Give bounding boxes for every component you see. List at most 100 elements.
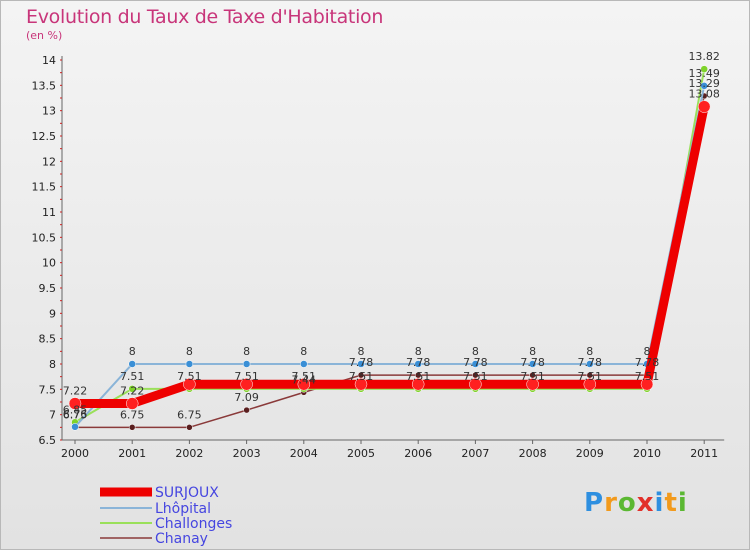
x-tick-label: 2006 xyxy=(404,447,432,460)
y-tick-label: 11 xyxy=(42,206,56,219)
data-point xyxy=(68,397,82,410)
data-point xyxy=(183,378,196,391)
data-point xyxy=(125,397,139,410)
data-label: 8 xyxy=(186,345,193,358)
y-tick-label: 14 xyxy=(42,54,56,67)
y-tick-label: 6.5 xyxy=(39,434,57,447)
data-label: 7.51 xyxy=(520,370,545,383)
x-tick-label: 2011 xyxy=(690,447,718,460)
data-label: 13.82 xyxy=(688,50,720,63)
y-tick-label: 12.5 xyxy=(32,130,57,143)
data-label: 7.09 xyxy=(234,391,259,404)
data-label: 8 xyxy=(243,345,250,358)
data-label: 8 xyxy=(529,345,536,358)
x-tick-label: 2008 xyxy=(519,447,547,460)
data-label: 8 xyxy=(644,345,651,358)
y-tick-label: 12 xyxy=(42,155,56,168)
axes: 6.5 7 7.5 8 8.5 9 9.5 10 10.5 11 11.5 12 12.5 13 13.5 1… xyxy=(32,54,725,460)
data-point xyxy=(583,378,597,391)
logo-letter: o xyxy=(617,488,637,518)
data-label: 7.51 xyxy=(177,370,202,383)
series-line-lhôpital xyxy=(74,85,706,428)
data-point xyxy=(414,360,422,368)
data-point xyxy=(411,378,425,391)
data-point xyxy=(243,406,250,414)
data-label: 7.51 xyxy=(349,370,374,383)
data-label: 6.85 xyxy=(63,403,88,416)
data-label: 7.51 xyxy=(406,370,431,383)
y-tick-label: 10 xyxy=(42,257,56,270)
y-tick-label: 11.5 xyxy=(32,181,57,194)
data-label: 7.78 xyxy=(635,356,660,369)
data-labels: 7.22 7.22 13.08 6.76 8 8 8 8 8 8 8 8 8 8 13.49 6.85 7.51… xyxy=(63,50,720,421)
proxiti-logo: Proxiti xyxy=(584,488,688,518)
data-point xyxy=(526,378,539,391)
y-tick-label: 8 xyxy=(49,358,56,371)
data-point xyxy=(471,360,480,368)
data-point xyxy=(357,360,365,368)
series-lines xyxy=(68,65,711,431)
data-label: 7.51 xyxy=(120,370,145,383)
x-tick-label: 2009 xyxy=(576,447,604,460)
data-label: 7.78 xyxy=(463,356,488,369)
data-label: 13.08 xyxy=(688,88,720,101)
data-label: 7.51 xyxy=(635,370,660,383)
data-point xyxy=(700,65,708,73)
data-point xyxy=(128,385,136,393)
data-label: 7.78 xyxy=(349,356,374,369)
logo-letter: t xyxy=(664,488,678,518)
data-label: 6.75 xyxy=(63,408,88,421)
data-label: 8 xyxy=(129,345,136,358)
data-point xyxy=(128,424,136,431)
y-tick-label: 9.5 xyxy=(39,282,57,295)
x-tick-label: 2002 xyxy=(175,447,203,460)
legend-label: Lhôpital xyxy=(155,501,211,517)
y-tick-label: 7 xyxy=(49,409,56,422)
chart-title: Evolution du Taux de Taxe d'Habitation xyxy=(26,6,384,28)
data-label: 6.75 xyxy=(120,408,145,421)
data-label: 7.51 xyxy=(292,370,317,383)
logo-letter: i xyxy=(677,488,688,518)
legend-label: Challonges xyxy=(155,516,232,532)
data-point xyxy=(297,378,311,391)
series-line-surjoux xyxy=(75,105,709,409)
data-label: 8 xyxy=(586,345,593,358)
x-tick-label: 2010 xyxy=(633,447,661,460)
logo-letter: i xyxy=(654,488,665,518)
data-point xyxy=(240,378,253,391)
data-point xyxy=(300,360,308,368)
data-point xyxy=(700,82,708,90)
y-tick-label: 9 xyxy=(49,307,56,320)
data-label: 6.75 xyxy=(177,408,202,421)
legend-label: Chanay xyxy=(155,531,208,547)
logo-letter: x xyxy=(636,488,655,518)
series-line-chanay xyxy=(75,95,705,429)
x-tick-label: 2000 xyxy=(61,447,89,460)
x-tick-label: 2004 xyxy=(290,447,318,460)
y-tick-label: 13.5 xyxy=(32,79,57,92)
data-point xyxy=(354,378,368,391)
chart-ylabel: (en %) xyxy=(26,29,63,42)
data-label: 13.49 xyxy=(688,67,720,80)
x-tick-label: 2005 xyxy=(347,447,375,460)
data-label: 8 xyxy=(415,345,422,358)
data-point xyxy=(242,360,251,368)
data-label: 7.78 xyxy=(520,356,545,369)
data-label: 7.78 xyxy=(578,356,603,369)
y-tick-label: 8.5 xyxy=(39,333,57,346)
x-tick-label: 2003 xyxy=(233,447,261,460)
data-point xyxy=(640,378,654,391)
logo-letter: r xyxy=(604,488,618,518)
data-point xyxy=(697,100,711,113)
data-label: 6.76 xyxy=(63,408,88,421)
data-label: 7.44 xyxy=(292,373,317,386)
y-tick-label: 7.5 xyxy=(39,383,57,396)
data-point xyxy=(586,360,594,368)
x-tick-label: 2007 xyxy=(461,447,489,460)
data-point xyxy=(71,423,79,431)
data-point xyxy=(469,378,482,391)
data-label: 13.29 xyxy=(688,77,720,90)
